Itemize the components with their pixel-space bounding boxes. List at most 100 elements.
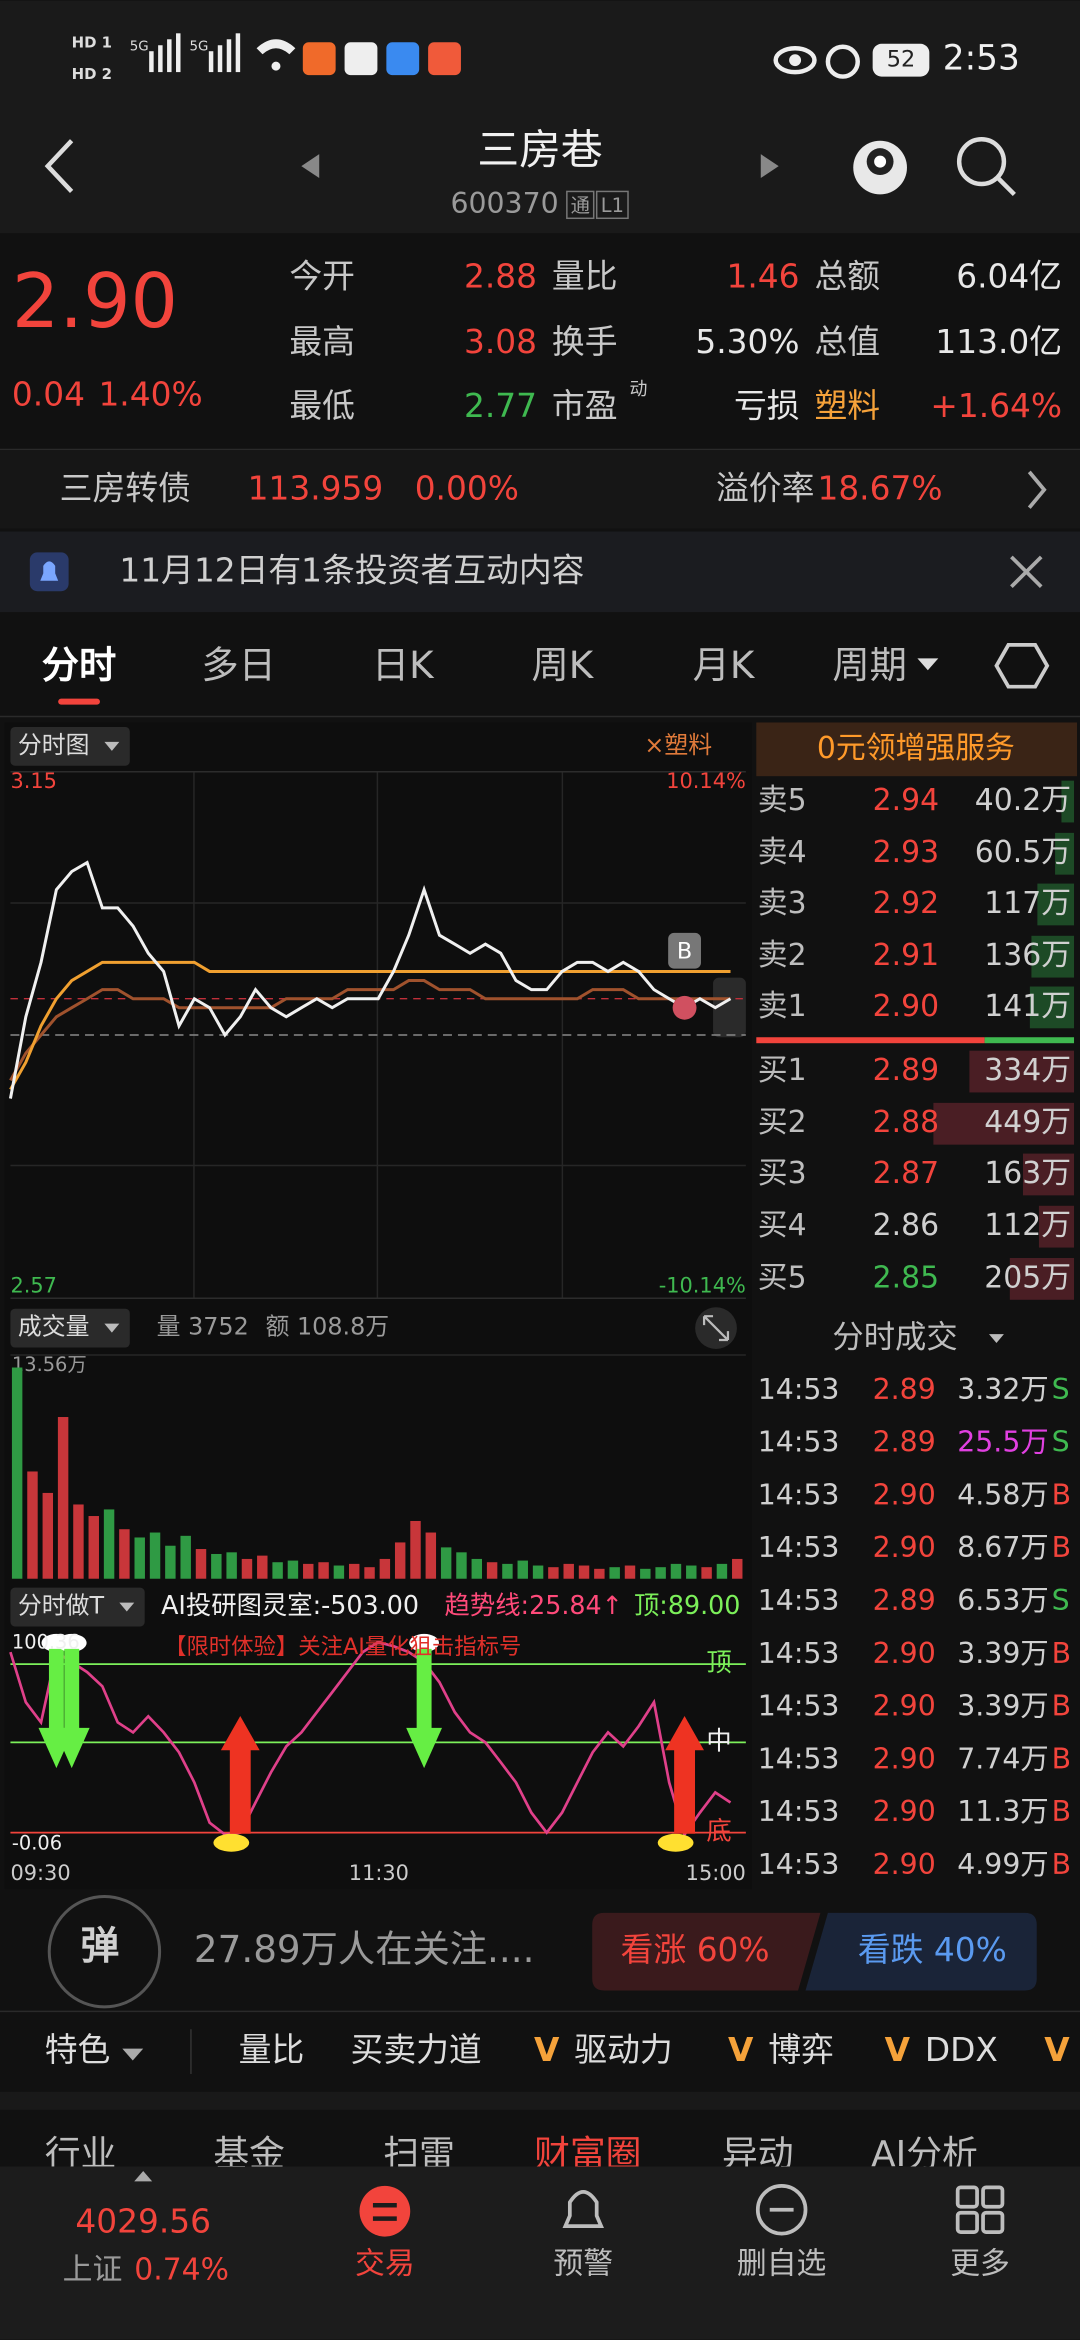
nav-item[interactable]: 删自选 (737, 2246, 826, 2281)
bond-row-bg (0, 450, 1080, 529)
bullish-button[interactable] (592, 1912, 821, 1991)
chart-selector[interactable] (10, 726, 130, 766)
bearish-button[interactable] (805, 1912, 1037, 1991)
settings-button[interactable] (994, 643, 1050, 689)
level-volume: 163万 (984, 1156, 1071, 1191)
feature-menu[interactable]: 特色 (45, 2031, 111, 2069)
search-button[interactable] (956, 136, 1016, 197)
index-expand[interactable] (134, 2170, 153, 2182)
nav-item[interactable]: 交易 (355, 2246, 415, 2281)
trade-volume: 8.67万 (957, 1531, 1048, 1564)
next-stock[interactable] (760, 154, 779, 179)
level-label: 卖1 (758, 989, 807, 1024)
stock-name: 三房巷 (477, 125, 602, 174)
feature-item[interactable]: 博弈 (768, 2031, 834, 2069)
volume-bar (333, 1565, 345, 1579)
followers[interactable]: 27.89万人在关注.... (194, 1927, 535, 1971)
trade-price: 2.90 (873, 1742, 936, 1775)
nav-item[interactable]: 预警 (553, 2246, 613, 2281)
assistant-icon[interactable] (853, 140, 907, 195)
volume-total: 量 3752 (157, 1313, 249, 1341)
promo-banner[interactable]: 【限时体验】关注AI量化狙击指标号 (164, 1634, 521, 1660)
bottom-mark (657, 1833, 694, 1852)
bullish-label[interactable]: 看涨 60% (621, 1931, 770, 1969)
order-book-promo-bg[interactable] (756, 722, 1078, 777)
volume-selector-label[interactable]: 成交量 (18, 1313, 90, 1341)
compare-label[interactable]: ×塑料 (644, 731, 712, 759)
trade-price: 2.90 (873, 1637, 936, 1670)
volume-bar (486, 1562, 498, 1579)
tab[interactable]: 周K (532, 643, 595, 687)
network-label: HD 2 (72, 65, 112, 83)
close-notice[interactable] (1010, 555, 1043, 589)
level-label: 买4 (758, 1208, 807, 1243)
field-value: 5.30% (695, 323, 799, 361)
field-label: 最低 (289, 387, 355, 425)
volume-bar (103, 1509, 115, 1579)
period-dropdown[interactable] (917, 658, 939, 671)
volume-bar (394, 1542, 406, 1579)
volume-bar (517, 1560, 528, 1579)
feature-item[interactable]: 量比 (239, 2031, 305, 2069)
danmaku-button[interactable] (47, 1894, 162, 2009)
field-label: 量比 (552, 257, 618, 295)
field-value: 2.88 (464, 257, 537, 295)
feature-dropdown[interactable] (122, 2048, 144, 2061)
network-label: 5G (130, 40, 149, 55)
chart-selector-label[interactable]: 分时图 (18, 731, 90, 759)
depth-bar (969, 1050, 1075, 1093)
top-mark (409, 1633, 440, 1652)
depth-bar (1061, 780, 1075, 823)
danmaku-label[interactable]: 弹 (81, 1924, 120, 1969)
trades-title[interactable]: 分时成交 (832, 1320, 957, 1356)
trade-time: 14:53 (758, 1426, 840, 1459)
trade-side: B (1052, 1637, 1071, 1670)
tab[interactable]: 周期 (832, 643, 907, 687)
expand-button[interactable] (695, 1307, 737, 1350)
volume-bar (211, 1553, 222, 1579)
volume-bar (364, 1567, 375, 1579)
vip-badge: V (534, 2031, 560, 2069)
feature-item[interactable]: 买卖力道 (351, 2031, 482, 2069)
volume-bar (440, 1547, 452, 1579)
depth-bar (1031, 935, 1075, 978)
volume-bar (226, 1552, 237, 1579)
indicator-selector[interactable] (10, 1587, 145, 1627)
volume-bar (348, 1563, 360, 1579)
time-label: 11:30 (349, 1861, 409, 1885)
tab[interactable]: 多日 (201, 643, 276, 687)
field-value: 6.04亿 (956, 257, 1062, 295)
pct-min-label: -10.14% (659, 1273, 746, 1297)
notice-text[interactable]: 11月12日有1条投资者互动内容 (119, 551, 584, 589)
level-volume: 449万 (984, 1105, 1071, 1140)
feature-item[interactable]: DDX (925, 2031, 998, 2069)
prev-stock[interactable] (301, 154, 320, 179)
bearish-label[interactable]: 看跌 40% (858, 1931, 1007, 1969)
volume-bar (257, 1555, 268, 1579)
indicator-selector-label[interactable]: 分时做T (18, 1592, 105, 1620)
status-icons (149, 33, 860, 79)
price-change-pct: 1.40% (98, 375, 202, 413)
volume-bar (686, 1565, 697, 1579)
volume-selector[interactable] (10, 1308, 130, 1348)
back-button[interactable] (44, 139, 74, 193)
order-book-promo[interactable]: 0元领增强服务 (817, 731, 1015, 766)
side-handle[interactable] (713, 977, 746, 1038)
depth-bar (933, 1102, 1075, 1145)
field-label: 换手 (552, 323, 618, 361)
tab[interactable]: 日K (372, 643, 435, 687)
trade-volume: 3.32万 (957, 1373, 1048, 1406)
volume-bar (11, 1367, 23, 1579)
bond-more[interactable] (1027, 470, 1047, 509)
volume-bar (303, 1563, 314, 1579)
level-volume: 205万 (984, 1260, 1071, 1295)
tab[interactable]: 分时 (42, 643, 117, 687)
trade-side: S (1052, 1373, 1070, 1406)
tab[interactable]: 月K (693, 643, 756, 687)
nav-icon (359, 2185, 411, 2237)
battery-level: 52 (887, 47, 915, 73)
feature-item[interactable]: 驱动力 (574, 2031, 672, 2069)
index-name: 上证 (63, 2252, 123, 2287)
nav-item[interactable]: 更多 (950, 2246, 1010, 2281)
